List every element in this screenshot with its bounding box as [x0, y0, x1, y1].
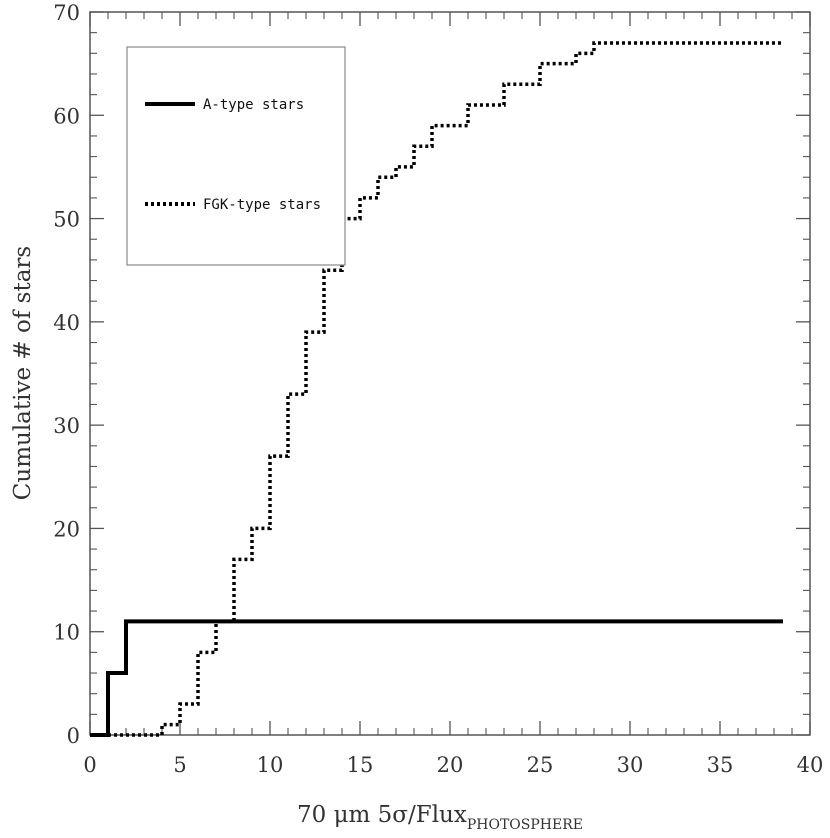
y-tick-label: 40	[53, 311, 80, 335]
x-tick-label: 0	[83, 753, 96, 777]
x-axis-title: 70 μm 5σ/FluxPHOTOSPHERE	[297, 802, 583, 833]
x-axis-title-main: 70 μm 5σ/Flux	[297, 802, 467, 828]
y-tick-label: 60	[53, 104, 80, 128]
y-tick-label: 30	[53, 414, 80, 438]
x-tick-label: 10	[257, 753, 284, 777]
y-tick-label: 20	[53, 517, 80, 541]
legend-label-fgk-type: FGK-type stars	[203, 197, 321, 213]
data-series	[90, 41, 783, 737]
x-tick-label: 35	[707, 753, 734, 777]
x-tick-label: 25	[527, 753, 554, 777]
x-tick-label: 20	[437, 753, 464, 777]
y-tick-label: 50	[53, 208, 80, 232]
y-axis-title: Cumulative # of stars	[10, 246, 36, 500]
y-tick-label: 70	[53, 1, 80, 25]
legend-label-a-type: A-type stars	[203, 97, 304, 113]
x-tick-label: 5	[173, 753, 186, 777]
x-tick-label: 40	[797, 753, 824, 777]
legend: A-type stars FGK-type stars	[126, 46, 346, 266]
y-tick-label: 0	[67, 724, 80, 748]
series-line-a-type	[90, 619, 783, 737]
y-tick-label: 10	[53, 621, 80, 645]
x-axis-title-subscript: PHOTOSPHERE	[467, 817, 583, 833]
legend-box	[126, 46, 346, 266]
x-tick-label: 30	[617, 753, 644, 777]
x-tick-label: 15	[347, 753, 374, 777]
axis-tick-labels: 0 5 10 15 20 25 30 35 40 0 10 20 30 40 50 60 70	[53, 1, 823, 777]
